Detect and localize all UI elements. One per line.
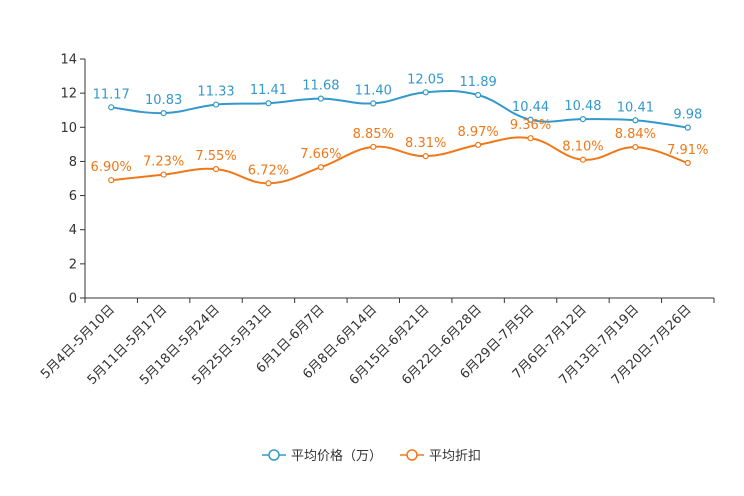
data-point[interactable]: [684, 124, 691, 131]
data-point[interactable]: [422, 89, 429, 96]
y-tick-label: 4: [69, 223, 77, 238]
data-point[interactable]: [160, 110, 167, 117]
data-point[interactable]: [527, 135, 534, 142]
legend[interactable]: 平均价格（万） 平均折扣: [262, 448, 481, 464]
data-point[interactable]: [317, 164, 324, 171]
legend-item-2[interactable]: 平均折扣: [400, 449, 481, 464]
data-point[interactable]: [108, 177, 115, 184]
data-label: 8.10%: [562, 140, 603, 155]
data-point[interactable]: [579, 156, 587, 163]
y-tick-label: 8: [69, 155, 77, 170]
data-label: 11.33: [197, 85, 234, 100]
legend-marker-icon: [268, 449, 280, 461]
data-point[interactable]: [317, 95, 324, 102]
data-label: 7.55%: [195, 149, 236, 164]
data-label: 10.41: [617, 100, 654, 115]
legend-label: 平均折扣: [429, 449, 481, 464]
data-label: 6.90%: [91, 160, 132, 175]
data-label: 11.17: [93, 87, 130, 102]
data-label: 10.48: [564, 99, 601, 114]
data-label: 11.89: [460, 75, 497, 90]
data-point[interactable]: [527, 116, 534, 123]
data-label: 8.31%: [405, 136, 446, 151]
data-point[interactable]: [632, 117, 639, 124]
data-point[interactable]: [684, 159, 691, 167]
data-point[interactable]: [160, 171, 167, 178]
data-point[interactable]: [212, 166, 220, 173]
data-label: 8.97%: [457, 125, 498, 140]
y-tick-label: 12: [60, 87, 77, 102]
data-label: 11.68: [302, 79, 339, 94]
data-point[interactable]: [265, 180, 272, 187]
y-tick-label: 6: [69, 189, 77, 204]
data-label: 7.91%: [667, 143, 708, 158]
data-label: 11.40: [355, 83, 392, 98]
legend-label: 平均价格（万）: [291, 448, 382, 464]
data-label: 9.98: [673, 108, 702, 123]
data-label: 10.44: [512, 100, 549, 115]
data-point[interactable]: [212, 101, 220, 108]
data-point[interactable]: [475, 141, 482, 148]
data-labels: 11.17 10.83 11.33 11.41 11.68 11.40 12.05 11.89…: [91, 72, 709, 178]
data-point[interactable]: [108, 104, 115, 111]
series-line-1: [111, 89, 688, 129]
y-tick-label: 2: [69, 257, 77, 272]
data-label: 9.36%: [510, 118, 551, 133]
data-point[interactable]: [370, 100, 377, 107]
series-line-2: [111, 136, 689, 185]
data-point[interactable]: [579, 115, 587, 123]
y-tick-label: 0: [69, 292, 77, 307]
data-label: 10.83: [145, 93, 182, 108]
data-label: 7.23%: [143, 155, 184, 170]
data-point[interactable]: [475, 91, 482, 99]
y-tick-label: 10: [60, 121, 77, 136]
data-label: 6.72%: [248, 163, 289, 178]
data-label: 7.66%: [300, 147, 341, 162]
data-label: 8.85%: [353, 127, 394, 142]
data-point[interactable]: [422, 153, 429, 160]
series-layer: [108, 89, 691, 187]
data-label: 12.05: [407, 72, 444, 87]
y-tick-label: 14: [60, 53, 77, 68]
legend-item-1[interactable]: 平均价格（万）: [262, 448, 382, 464]
data-label: 11.41: [250, 83, 287, 98]
data-label: 8.84%: [615, 127, 656, 142]
data-point[interactable]: [265, 100, 272, 107]
data-point[interactable]: [632, 143, 639, 151]
legend-marker-icon: [406, 449, 418, 461]
data-point[interactable]: [370, 143, 377, 151]
